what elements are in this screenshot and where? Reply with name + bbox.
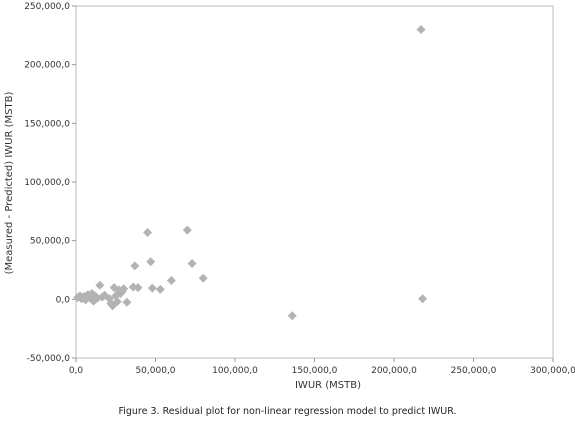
x-axis-title: IWUR (MSTB): [295, 380, 361, 391]
data-point: [198, 273, 208, 283]
plot-border: [75, 5, 554, 359]
data-point: [112, 297, 122, 307]
data-point: [146, 257, 156, 267]
y-axis-title: (Measured - Predicted) IWUR (MSTB): [4, 92, 15, 275]
data-points: [73, 24, 428, 321]
x-tick-label: 200,000,0: [371, 366, 417, 376]
y-tick-label: 200,000,0: [24, 61, 70, 71]
data-point: [133, 283, 143, 293]
data-point: [187, 259, 197, 269]
y-tick-label: 50,000,0: [30, 237, 70, 247]
data-point: [287, 311, 297, 321]
data-point: [95, 280, 105, 290]
x-tick-label: 100,000,0: [212, 366, 258, 376]
y-tick-label: -50,000,0: [27, 354, 71, 364]
x-tick-label: 0,0: [69, 366, 84, 376]
y-tick-label: 250,000,0: [24, 2, 70, 12]
data-point: [147, 283, 157, 293]
plot-area: [75, 5, 554, 359]
x-axis-ticks: 0,0 50,000,0 100,000,0 150,000,0 200,000,0 25…: [69, 358, 575, 376]
y-axis-ticks: -50,000,0 0,0 50,000,0 100,000,0 150,000,0 20…: [24, 2, 76, 364]
data-point: [416, 24, 426, 34]
data-point: [122, 297, 132, 307]
x-tick-label: 50,000,0: [135, 366, 175, 376]
x-tick-label: 150,000,0: [292, 366, 338, 376]
data-point: [166, 276, 176, 286]
figure-caption: Figure 3. Residual plot for non-linear r…: [118, 406, 457, 417]
data-point: [418, 294, 428, 304]
y-tick-label: 0,0: [56, 295, 71, 305]
x-tick-label: 250,000,0: [451, 366, 497, 376]
data-point: [130, 261, 140, 271]
data-point: [182, 225, 192, 235]
data-point: [155, 284, 165, 294]
y-tick-label: 150,000,0: [24, 119, 70, 129]
data-point: [143, 227, 153, 237]
data-point: [119, 284, 129, 294]
y-tick-label: 100,000,0: [24, 178, 70, 188]
x-tick-label: 300,000,0: [530, 366, 575, 376]
